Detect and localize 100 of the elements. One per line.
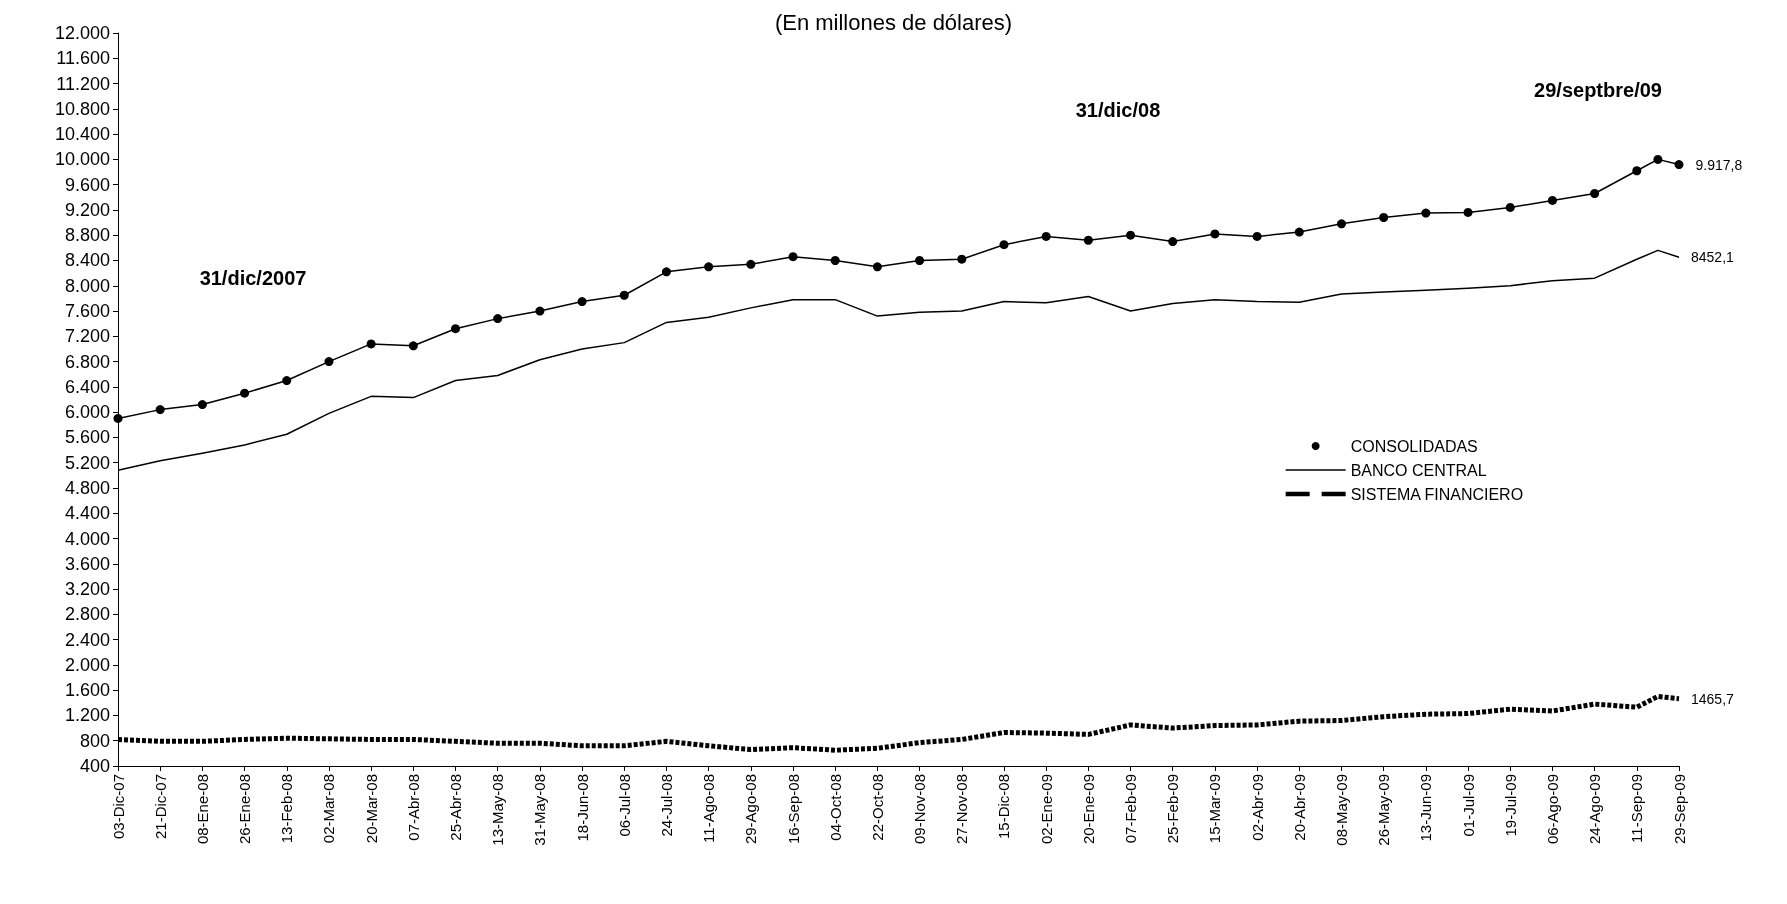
y-tick-label: 7.600 — [64, 301, 110, 322]
y-tick-label: 8.000 — [64, 275, 110, 296]
y-tick-label: 7.200 — [64, 326, 110, 347]
point — [957, 254, 967, 264]
x-tick-label: 08-May-09 — [1332, 774, 1350, 846]
point — [1126, 230, 1136, 240]
y-tick-label: 12.000 — [54, 23, 110, 43]
x-tick-label: 25-Abr-08 — [447, 774, 465, 841]
data-label: 9.917,8 — [1695, 156, 1743, 173]
y-tick-label: 3.200 — [64, 579, 110, 600]
y-tick-label: 10.800 — [54, 98, 110, 119]
point — [999, 240, 1009, 250]
x-tick-label: 11-Ago-08 — [700, 774, 718, 843]
point — [1379, 213, 1389, 223]
point — [577, 297, 587, 307]
x-tick-label: 26-May-09 — [1375, 774, 1393, 846]
x-tick-label: 24-Jul-08 — [657, 774, 675, 837]
point — [240, 388, 250, 398]
annotation: 31/dic/2007 — [199, 267, 307, 289]
x-tick-label: 15-Dic-08 — [995, 774, 1013, 840]
point — [155, 405, 165, 415]
x-tick-label: 06-Jul-08 — [615, 774, 633, 837]
x-tick-label: 13-May-08 — [489, 774, 507, 846]
x-tick-label: 26-Ene-08 — [236, 774, 254, 845]
x-tick-label: 04-Oct-08 — [826, 774, 844, 841]
x-tick-label: 02-Ene-09 — [1037, 774, 1055, 845]
x-tick-label: 27-Nov-08 — [953, 774, 971, 845]
x-tick-label: 19-Jul-09 — [1501, 774, 1519, 837]
point — [1252, 231, 1262, 241]
x-tick-label: 20-Abr-09 — [1290, 774, 1308, 841]
legend-label: SISTEMA FINANCIERO — [1350, 485, 1524, 503]
point — [1463, 207, 1473, 217]
chart-title: (En millones de dólares) — [774, 9, 1013, 35]
point — [619, 290, 629, 300]
x-tick-label: 15-Mar-09 — [1206, 774, 1224, 844]
point — [535, 306, 545, 316]
y-tick-label: 8.400 — [64, 250, 110, 271]
x-tick-label: 09-Nov-08 — [911, 774, 929, 845]
point — [704, 262, 714, 272]
point — [324, 357, 334, 367]
point — [197, 400, 207, 410]
x-tick-label: 11-Sep-09 — [1628, 774, 1646, 843]
y-tick-label: 400 — [79, 756, 110, 776]
x-tick-label: 25-Feb-09 — [1164, 774, 1182, 844]
point — [493, 314, 503, 324]
y-tick-label: 2.800 — [64, 604, 110, 625]
y-tick-label: 4.400 — [64, 503, 110, 524]
y-tick-label: 1.600 — [64, 680, 110, 701]
point — [830, 255, 840, 265]
x-tick-label: 13-Feb-08 — [278, 774, 296, 844]
data-label: 1465,7 — [1691, 690, 1735, 707]
x-tick-label: 13-Jun-09 — [1417, 774, 1435, 842]
y-tick-label: 2.400 — [64, 629, 110, 650]
y-tick-label: 1.200 — [64, 705, 110, 726]
y-tick-label: 11.200 — [56, 73, 110, 94]
y-tick-label: 6.400 — [64, 376, 110, 397]
point — [1547, 195, 1557, 205]
y-tick-label: 9.200 — [64, 199, 110, 220]
x-tick-label: 03-Dic-07 — [109, 774, 127, 840]
y-tick-label: 3.600 — [64, 553, 110, 574]
y-tick-label: 10.400 — [54, 124, 110, 145]
point — [1294, 227, 1304, 237]
point — [746, 259, 756, 269]
point — [1168, 237, 1178, 247]
x-tick-label: 08-Ene-08 — [193, 774, 211, 845]
x-tick-label: 29-Sep-09 — [1670, 774, 1688, 845]
point — [1632, 166, 1642, 176]
point — [1337, 219, 1346, 229]
x-tick-label: 21-Dic-07 — [151, 774, 169, 840]
y-tick-label: 10.000 — [54, 149, 110, 170]
point — [1505, 202, 1515, 212]
point — [788, 252, 798, 262]
point — [1041, 231, 1051, 241]
x-tick-label: 31-May-08 — [531, 774, 549, 846]
point — [451, 324, 461, 334]
annotation: 29/septbre/09 — [1534, 79, 1662, 101]
x-tick-label: 22-Oct-08 — [868, 774, 886, 841]
y-tick-label: 800 — [79, 730, 110, 751]
x-tick-label: 06-Ago-09 — [1543, 774, 1561, 845]
y-tick-label: 2.000 — [64, 654, 110, 675]
x-tick-label: 16-Sep-08 — [784, 774, 802, 845]
x-tick-label: 24-Ago-09 — [1586, 774, 1604, 845]
point — [1083, 235, 1093, 245]
x-tick-label: 18-Jun-08 — [573, 774, 591, 842]
y-tick-label: 8.800 — [64, 225, 110, 246]
point — [1653, 154, 1663, 164]
point — [408, 341, 418, 351]
x-tick-label: 01-Jul-09 — [1459, 774, 1477, 837]
point — [1210, 229, 1220, 239]
x-tick-label: 29-Ago-08 — [742, 774, 760, 845]
y-tick-label: 6.000 — [64, 402, 110, 423]
data-label: 8452,1 — [1691, 249, 1735, 266]
y-tick-label: 4.800 — [64, 477, 110, 498]
y-tick-label: 11.600 — [56, 48, 110, 69]
point — [915, 255, 925, 265]
point — [872, 262, 882, 272]
x-tick-label: 02-Abr-09 — [1248, 774, 1266, 841]
y-tick-label: 4.000 — [64, 528, 110, 549]
point — [282, 376, 292, 386]
x-tick-label: 20-Ene-09 — [1079, 774, 1097, 845]
